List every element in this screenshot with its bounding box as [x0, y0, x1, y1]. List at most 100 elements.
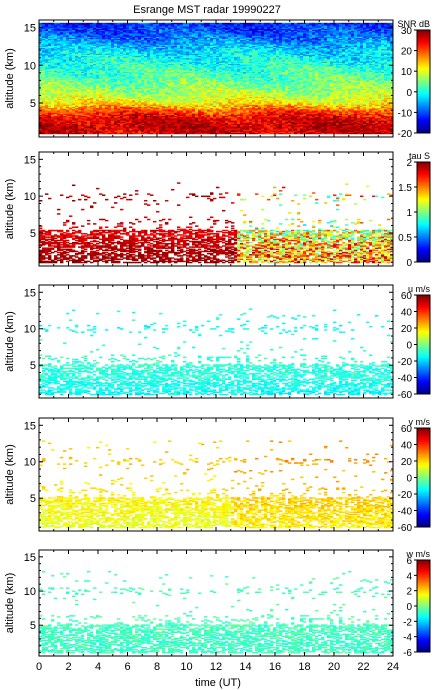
heatmap-cell	[81, 83, 85, 86]
heatmap-cell	[132, 124, 136, 127]
heatmap-cell	[108, 114, 112, 117]
heatmap-cell	[102, 88, 106, 91]
heatmap-cell	[114, 51, 118, 53]
heatmap-cell	[69, 22, 73, 25]
heatmap-cell	[42, 124, 46, 127]
heatmap-cell	[138, 90, 142, 93]
heatmap-cell	[147, 124, 151, 127]
heatmap-cell	[165, 86, 169, 88]
heatmap-cell	[78, 45, 82, 48]
heatmap-cell	[39, 116, 43, 119]
heatmap-cell	[153, 66, 157, 69]
heatmap-cell	[114, 80, 118, 83]
heatmap-cell	[180, 128, 184, 130]
heatmap-cell	[168, 112, 172, 114]
heatmap-cell	[117, 25, 121, 27]
heatmap-cell	[69, 70, 73, 72]
heatmap-cell	[45, 121, 49, 123]
heatmap-cell	[117, 33, 121, 35]
heatmap-cell	[126, 44, 130, 46]
heatmap-cell	[96, 65, 100, 68]
heatmap-cell	[141, 53, 145, 55]
heatmap-cell	[165, 23, 169, 26]
heatmap-cell	[168, 73, 172, 76]
heatmap-cell	[147, 63, 151, 66]
heatmap-cell	[120, 105, 124, 108]
heatmap-cell	[84, 52, 88, 54]
heatmap-cell	[60, 108, 64, 111]
heatmap-cell	[108, 43, 112, 45]
heatmap-cell	[132, 42, 136, 44]
heatmap-cell	[69, 112, 73, 114]
heatmap-cell	[138, 59, 142, 61]
heatmap-cell	[165, 71, 169, 74]
heatmap-cell	[120, 74, 124, 77]
heatmap-cell	[72, 64, 76, 67]
heatmap-cell	[141, 27, 145, 29]
heatmap-cell	[132, 103, 136, 105]
heatmap-cell	[93, 51, 97, 53]
heatmap-cell	[165, 33, 169, 35]
heatmap-cell	[111, 80, 115, 83]
heatmap-cell	[102, 42, 106, 44]
heatmap-cell	[171, 100, 175, 103]
heatmap-cell	[69, 53, 73, 55]
heatmap-cell	[153, 61, 157, 63]
heatmap-cell	[90, 99, 94, 102]
heatmap-cell	[99, 55, 103, 58]
heatmap-cell	[180, 88, 184, 91]
heatmap-cell	[48, 81, 52, 84]
heatmap-cell	[168, 65, 172, 68]
heatmap-cell	[72, 66, 76, 69]
heatmap-cell	[117, 53, 121, 55]
heatmap-cell	[81, 112, 85, 114]
heatmap-cell	[135, 86, 139, 88]
heatmap-cell	[48, 120, 52, 122]
heatmap-cell	[102, 107, 106, 110]
heatmap-cell	[108, 95, 112, 97]
heatmap-cell	[129, 100, 133, 103]
heatmap-cell	[60, 37, 64, 40]
heatmap-cell	[126, 114, 130, 117]
heatmap-cell	[180, 66, 184, 69]
heatmap-cell	[159, 76, 163, 78]
heatmap-cell	[117, 60, 121, 62]
heatmap-cell	[87, 57, 91, 60]
heatmap-cell	[114, 72, 118, 75]
heatmap-cell	[57, 87, 61, 89]
heatmap-cell	[174, 30, 178, 33]
heatmap-cell	[165, 123, 169, 126]
heatmap-cell	[144, 53, 148, 55]
heatmap-cell	[147, 28, 151, 31]
heatmap-cell	[99, 96, 103, 98]
heatmap-cell	[150, 105, 154, 108]
heatmap-cell	[39, 61, 43, 63]
heatmap-cell	[159, 25, 163, 27]
heatmap-cell	[57, 28, 61, 31]
heatmap-cell	[159, 123, 163, 126]
heatmap-cell	[180, 117, 184, 120]
heatmap-cell	[66, 121, 70, 123]
heatmap-cell	[177, 127, 181, 129]
heatmap-cell	[123, 74, 127, 77]
heatmap-cell	[45, 63, 49, 66]
heatmap-cell	[72, 36, 76, 38]
heatmap-cell	[42, 130, 46, 132]
heatmap-cell	[78, 62, 82, 64]
heatmap-cell	[93, 130, 97, 132]
heatmap-cell	[108, 87, 112, 89]
heatmap-cell	[96, 60, 100, 62]
heatmap-cell	[51, 77, 55, 79]
heatmap-cell	[57, 98, 61, 101]
heatmap-cell	[57, 38, 61, 41]
heatmap-cell	[129, 124, 133, 127]
heatmap-cell	[99, 103, 103, 105]
heatmap-cell	[78, 129, 82, 131]
heatmap-cell	[63, 125, 67, 128]
heatmap-cell	[159, 31, 163, 34]
heatmap-cell	[132, 91, 136, 94]
heatmap-cell	[42, 55, 46, 58]
heatmap-cell	[105, 37, 109, 40]
heatmap-cell	[102, 55, 106, 58]
heatmap-cell	[54, 79, 58, 81]
